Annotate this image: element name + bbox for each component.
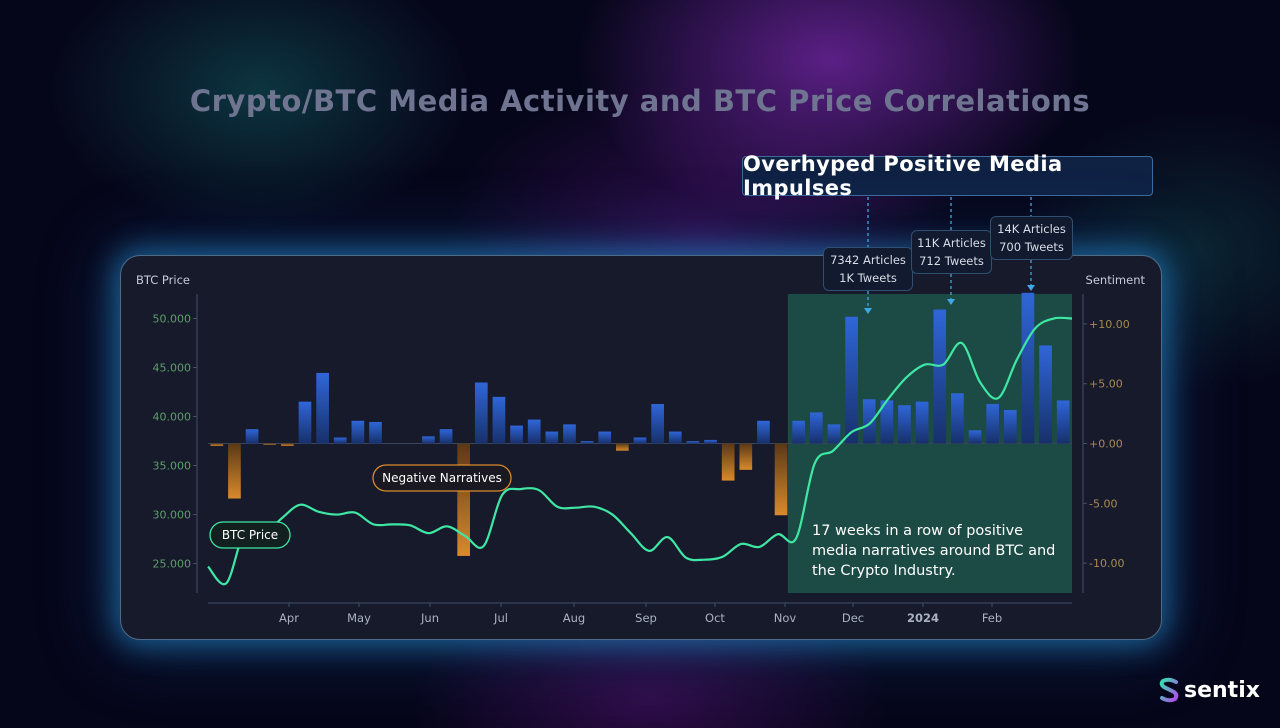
positive-sentiment-bar xyxy=(898,405,911,444)
x-tick-label: Feb xyxy=(982,611,1002,625)
chart-svg: BTC Price Sentiment 50.000 45.000 40.000 35.0… xyxy=(136,273,1146,625)
positive-sentiment-bar xyxy=(298,401,312,444)
x-tick-label: Jun xyxy=(420,611,439,625)
positive-sentiment-bar xyxy=(704,439,717,444)
left-tick-label: 45.000 xyxy=(153,362,192,375)
annotation-tweets: 1K Tweets xyxy=(839,271,897,285)
negative-narratives-pill xyxy=(372,464,512,492)
positive-sentiment-bar xyxy=(968,430,982,444)
positive-sentiment-bar xyxy=(933,309,947,444)
annotation-tweets: 700 Tweets xyxy=(999,240,1064,254)
annotation-articles: 7342 Articles xyxy=(830,253,906,267)
btc-price-label: BTC Price xyxy=(222,528,278,542)
positive-sentiment-bar xyxy=(492,396,506,444)
x-tick-label: May xyxy=(347,611,371,625)
x-tick-label: Nov xyxy=(774,611,797,625)
sentix-logo-text: sentix xyxy=(1184,677,1260,703)
highlight-note-line: 17 weeks in a row of positive xyxy=(812,523,1023,539)
positive-sentiment-bar xyxy=(527,419,541,444)
negative-sentiment-bar xyxy=(739,443,753,470)
highlight-note: 17 weeks in a row of positive media narra… xyxy=(812,523,1055,579)
positive-sentiment-bar xyxy=(1056,400,1070,444)
btc-price-line xyxy=(207,316,1073,586)
positive-sentiment-bar xyxy=(439,429,453,444)
annotation-articles: 11K Articles xyxy=(917,236,986,250)
right-tick-label: -10.00 xyxy=(1089,557,1124,570)
negative-narratives-label: Negative Narratives xyxy=(382,471,502,485)
right-tick-label: -5.00 xyxy=(1089,497,1117,510)
negative-sentiment-bar xyxy=(774,443,788,516)
negative-sentiment-bar xyxy=(210,443,224,446)
right-tick-label: +10.00 xyxy=(1089,318,1130,331)
x-tick-label: Oct xyxy=(705,611,725,625)
x-tick-label: Sep xyxy=(635,611,657,625)
positive-sentiment-bar xyxy=(422,436,435,444)
positive-sentiment-bar xyxy=(510,425,523,444)
positive-sentiment-bar xyxy=(333,437,347,444)
sentix-logo: sentix xyxy=(1158,676,1260,704)
annotation-articles: 14K Articles xyxy=(997,222,1066,236)
x-tick-label: Jul xyxy=(493,611,508,625)
negative-sentiment-bar xyxy=(280,443,294,446)
positive-sentiment-bar xyxy=(862,399,876,444)
x-tick-label: 2024 xyxy=(907,611,939,625)
positive-sentiment-bar xyxy=(245,429,259,444)
left-tick-label: 25.000 xyxy=(153,558,192,571)
chart-panel: BTC Price Sentiment 50.000 45.000 40.000 35.0… xyxy=(120,255,1162,640)
positive-sentiment-bar xyxy=(369,421,382,444)
annotation-box-jan: 11K Articles 712 Tweets xyxy=(911,230,992,274)
positive-sentiment-bar xyxy=(827,424,841,444)
positive-sentiment-bar xyxy=(1039,345,1052,444)
positive-sentiment-bar xyxy=(668,431,682,444)
negative-sentiment-bar xyxy=(228,443,241,499)
chart-title: Crypto/BTC Media Activity and BTC Price … xyxy=(189,84,1091,118)
positive-sentiment-bar xyxy=(598,431,612,444)
left-tick-label: 35.000 xyxy=(153,460,192,473)
highlight-note-line: media narratives around BTC and xyxy=(812,543,1055,559)
positive-sentiment-bar xyxy=(951,393,964,444)
positive-sentiment-bar xyxy=(351,420,365,444)
negative-sentiment-bar xyxy=(616,443,629,451)
btc-price-label-pill xyxy=(209,521,291,549)
positive-sentiment-bar xyxy=(1021,292,1035,444)
left-axis-title: BTC Price xyxy=(136,273,190,287)
right-tick-label: +0.00 xyxy=(1089,438,1123,451)
positive-sentiment-bar xyxy=(757,420,770,444)
negative-sentiment-bar xyxy=(721,443,735,481)
positive-sentiment-bar xyxy=(633,437,647,444)
sentix-logo-icon xyxy=(1159,677,1179,703)
left-tick-label: 50.000 xyxy=(153,313,192,326)
x-tick-label: Aug xyxy=(563,611,585,625)
positive-sentiment-bar xyxy=(580,441,594,444)
negative-sentiment-bar xyxy=(263,443,277,445)
highlight-note-line: the Crypto Industry. xyxy=(812,563,956,579)
left-tick-label: 40.000 xyxy=(153,411,192,424)
annotation-box-feb: 14K Articles 700 Tweets xyxy=(990,216,1073,260)
positive-sentiment-bar xyxy=(316,372,329,444)
positive-sentiment-bar xyxy=(880,400,894,444)
positive-sentiment-bar xyxy=(1003,410,1017,444)
right-axis-title: Sentiment xyxy=(1086,273,1146,287)
positive-sentiment-bar xyxy=(986,404,1000,444)
positive-sentiment-bar xyxy=(651,404,664,444)
positive-sentiment-bar xyxy=(915,401,929,444)
x-tick-label: Apr xyxy=(279,611,299,625)
right-tick-label: +5.00 xyxy=(1089,378,1123,391)
left-tick-label: 30.000 xyxy=(153,509,192,522)
positive-sentiment-bar xyxy=(545,431,559,444)
positive-sentiment-bar xyxy=(474,382,488,444)
positive-sentiment-bar xyxy=(686,441,700,444)
positive-sentiment-bar xyxy=(809,412,823,444)
annotation-box-dec: 7342 Articles 1K Tweets xyxy=(823,247,913,291)
overhyped-callout-headline: Overhyped Positive Media Impulses xyxy=(742,152,1153,200)
positive-sentiment-bar xyxy=(563,424,576,444)
annotation-tweets: 712 Tweets xyxy=(919,254,984,268)
positive-sentiment-bar xyxy=(792,420,806,444)
positive-sentiment-bar xyxy=(845,316,858,444)
x-tick-label: Dec xyxy=(842,611,864,625)
